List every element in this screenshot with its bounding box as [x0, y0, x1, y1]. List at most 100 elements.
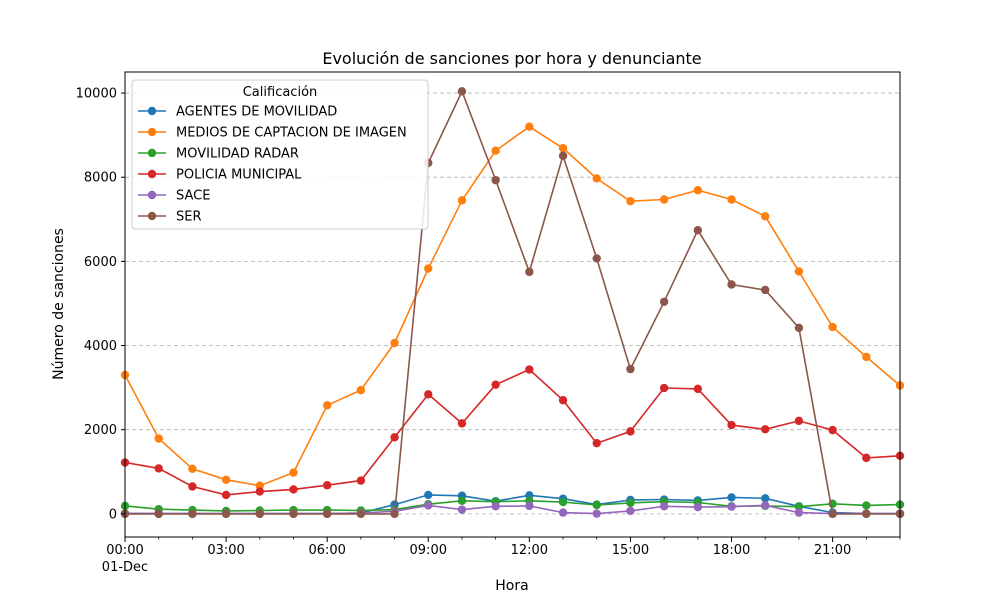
data-point	[761, 212, 770, 221]
data-point	[424, 264, 433, 273]
x-tick-label: 06:00	[308, 543, 345, 558]
x-tick-label: 03:00	[207, 543, 244, 558]
x-tick-label: 15:00	[612, 543, 649, 558]
data-point	[221, 509, 231, 519]
data-point	[491, 380, 500, 389]
data-point	[525, 365, 534, 374]
data-point	[221, 475, 231, 484]
plot-frame	[124, 71, 901, 538]
data-point	[221, 490, 231, 500]
data-point	[727, 493, 736, 502]
data-point	[390, 509, 399, 519]
data-point	[794, 323, 804, 333]
y-tick-label: 2000	[84, 423, 117, 438]
data-point	[659, 195, 669, 204]
legend-label: POLICIA MUNICIPAL	[176, 168, 302, 183]
data-point	[659, 297, 669, 306]
data-point	[794, 508, 804, 517]
data-point	[188, 509, 197, 519]
legend-label: AGENTES DE MOVILIDAD	[176, 105, 337, 120]
legend-item: SACE	[138, 189, 210, 204]
data-point	[491, 502, 500, 511]
data-point	[457, 505, 467, 514]
data-point	[558, 151, 568, 160]
data-point	[289, 485, 298, 494]
data-point	[457, 87, 467, 96]
data-point	[424, 501, 433, 510]
legend-marker	[147, 211, 157, 221]
data-point	[727, 195, 736, 204]
x-tick-label: 09:00	[410, 543, 447, 558]
data-point	[289, 468, 298, 477]
y-axis: 0 2000 4000 6000 8000 10000	[76, 87, 125, 522]
data-point	[626, 364, 635, 374]
legend-label: MEDIOS DE CAPTACION DE IMAGEN	[176, 126, 407, 141]
data-point	[289, 509, 298, 519]
y-tick-label: 4000	[84, 339, 117, 354]
data-point	[188, 482, 197, 491]
data-point	[794, 416, 804, 426]
legend-item: MEDIOS DE CAPTACION DE IMAGEN	[138, 126, 407, 141]
chart-title: Evolución de sanciones por hora y denunc…	[322, 49, 701, 68]
data-point	[862, 352, 871, 362]
data-point	[525, 501, 534, 511]
series-line	[125, 89, 900, 515]
data-point	[828, 322, 837, 332]
y-tick-label: 0	[109, 507, 117, 522]
series-5	[120, 87, 905, 519]
data-point	[188, 464, 197, 474]
data-point	[154, 509, 163, 519]
legend-marker	[147, 106, 157, 116]
legend-label: MOVILIDAD RADAR	[176, 147, 299, 162]
data-point	[255, 509, 264, 519]
data-point	[322, 509, 332, 519]
data-point	[761, 425, 770, 434]
data-point	[424, 390, 433, 399]
data-point	[424, 490, 433, 500]
data-point	[558, 396, 568, 405]
legend-item: AGENTES DE MOVILIDAD	[138, 105, 337, 120]
data-point	[491, 175, 500, 185]
data-point	[761, 494, 770, 503]
data-point	[727, 420, 736, 430]
data-point	[390, 433, 399, 442]
data-point	[659, 502, 669, 511]
data-point	[794, 267, 804, 276]
data-point	[659, 383, 669, 393]
series-line	[124, 368, 901, 496]
legend-marker	[147, 190, 157, 200]
data-point	[356, 385, 366, 395]
data-point	[794, 502, 804, 511]
legend-marker	[147, 169, 157, 179]
data-point	[255, 487, 264, 496]
data-point	[693, 186, 703, 195]
data-point	[592, 174, 601, 183]
data-point	[761, 501, 770, 510]
legend-title: Calificación	[243, 85, 318, 100]
data-point	[592, 500, 601, 510]
x-tick-label: 12:00	[511, 543, 548, 558]
data-point	[727, 502, 736, 511]
legend-marker	[147, 127, 157, 137]
data-point	[693, 384, 703, 394]
data-point	[356, 509, 366, 519]
data-point	[626, 427, 635, 436]
data-point	[592, 509, 601, 518]
y-tick-label: 10000	[76, 87, 117, 102]
x-tick-label: 18:00	[713, 543, 750, 558]
data-point	[626, 196, 635, 206]
data-point	[862, 501, 871, 510]
legend-item: SER	[138, 210, 202, 225]
data-point	[322, 481, 332, 490]
legend-label: SACE	[176, 189, 210, 204]
series-3	[120, 365, 905, 500]
data-point	[255, 481, 264, 490]
data-point	[558, 143, 568, 153]
legend-item: POLICIA MUNICIPAL	[138, 168, 302, 183]
data-point	[626, 506, 635, 516]
y-tick-label: 8000	[84, 171, 117, 186]
data-point	[322, 401, 332, 410]
data-point	[558, 497, 568, 507]
data-point	[693, 502, 703, 512]
